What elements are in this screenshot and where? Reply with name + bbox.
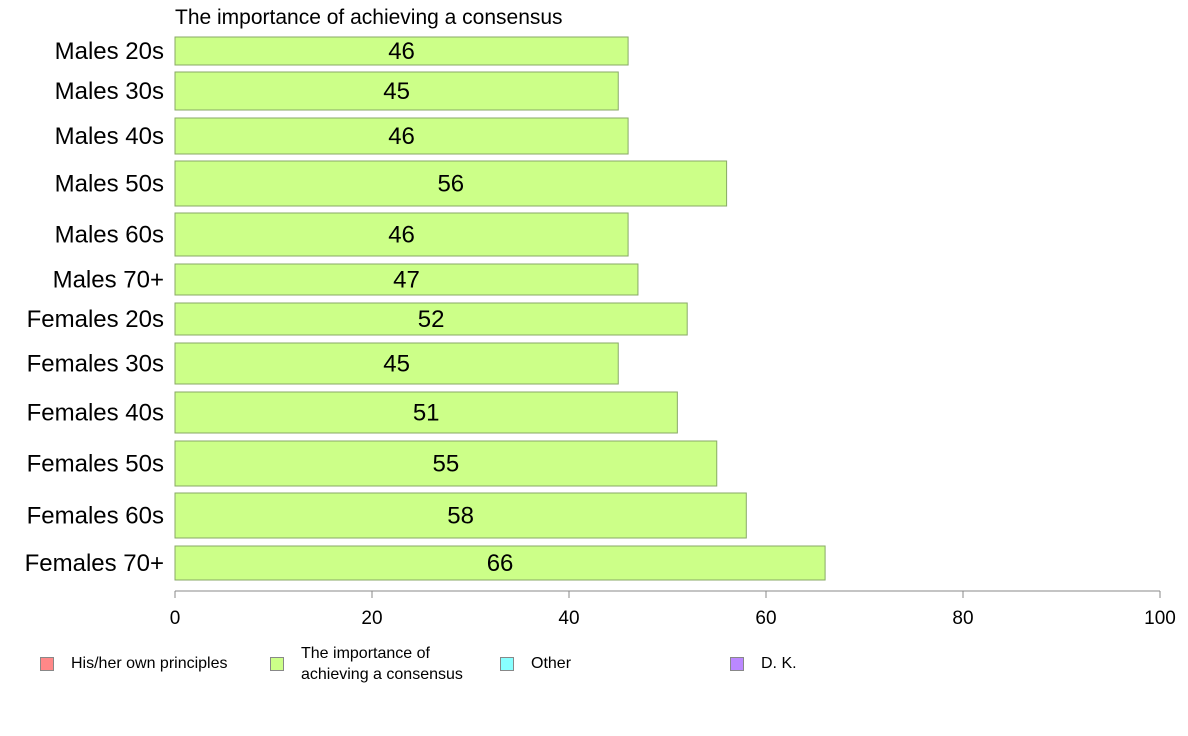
bar	[174, 212, 629, 257]
legend-swatch	[730, 656, 744, 671]
x-tick-label: 80	[952, 608, 973, 629]
bar-value-label: 58	[447, 503, 474, 530]
bar-value-label: 66	[487, 550, 514, 577]
bar	[174, 492, 747, 539]
legend-item: Other	[500, 653, 571, 674]
legend-item: The importance of achieving a consensus	[270, 643, 463, 685]
bar-value-label: 52	[418, 306, 445, 333]
legend-swatch	[40, 656, 54, 671]
category-label: Males 50s	[55, 171, 164, 198]
bar	[174, 391, 678, 434]
category-label: Females 20s	[27, 306, 164, 333]
category-label: Females 70+	[25, 550, 164, 577]
bar-value-label: 46	[388, 222, 415, 249]
legend-item: His/her own principles	[40, 653, 228, 674]
category-label: Males 70+	[53, 267, 164, 294]
bar-value-label: 47	[393, 267, 420, 294]
legend-label: Other	[531, 655, 572, 672]
bar-value-label: 46	[388, 38, 415, 65]
bar	[174, 302, 688, 336]
category-labels-group: Males 20s Males 30s Males 40s Males 50s Male…	[25, 38, 164, 577]
category-label: Males 40s	[55, 123, 164, 150]
bar	[174, 71, 619, 111]
x-axis: 0 20 40 60 80 100	[170, 590, 1176, 629]
bar	[174, 36, 629, 66]
bar	[174, 160, 728, 207]
bar-value-label: 55	[433, 451, 460, 478]
category-label: Females 50s	[27, 451, 164, 478]
legend-label: His/her own principles	[71, 655, 228, 672]
x-tick-label: 20	[361, 608, 382, 629]
category-label: Males 20s	[55, 38, 164, 65]
x-tick-label: 60	[755, 608, 776, 629]
bar	[174, 117, 629, 155]
legend-item: D. K.	[730, 653, 797, 674]
legend-swatch	[270, 657, 284, 671]
category-label: Males 60s	[55, 222, 164, 249]
legend-label: The importance of achieving a consensus	[301, 645, 463, 683]
category-label: Females 30s	[27, 351, 164, 378]
legend-label: D. K.	[761, 655, 797, 672]
x-tick-label: 100	[1144, 608, 1176, 629]
bar	[174, 342, 619, 385]
x-tick-label: 40	[558, 608, 579, 629]
x-tick-label: 0	[170, 608, 181, 629]
legend-swatch	[500, 656, 514, 671]
bar	[174, 545, 826, 581]
bar-value-label: 51	[413, 400, 440, 427]
bar	[174, 440, 718, 487]
bar-value-label: 56	[437, 171, 464, 198]
category-label: Females 60s	[27, 503, 164, 530]
category-label: Females 40s	[27, 400, 164, 427]
bar	[174, 263, 639, 296]
legend: His/her own principles The importance of…	[0, 640, 1188, 700]
bars-group	[174, 36, 826, 581]
bar-value-label: 46	[388, 123, 415, 150]
chart-title: The importance of achieving a consensus	[175, 6, 563, 29]
category-label: Males 30s	[55, 78, 164, 105]
bar-value-label: 45	[383, 78, 410, 105]
bar-value-label: 45	[383, 351, 410, 378]
